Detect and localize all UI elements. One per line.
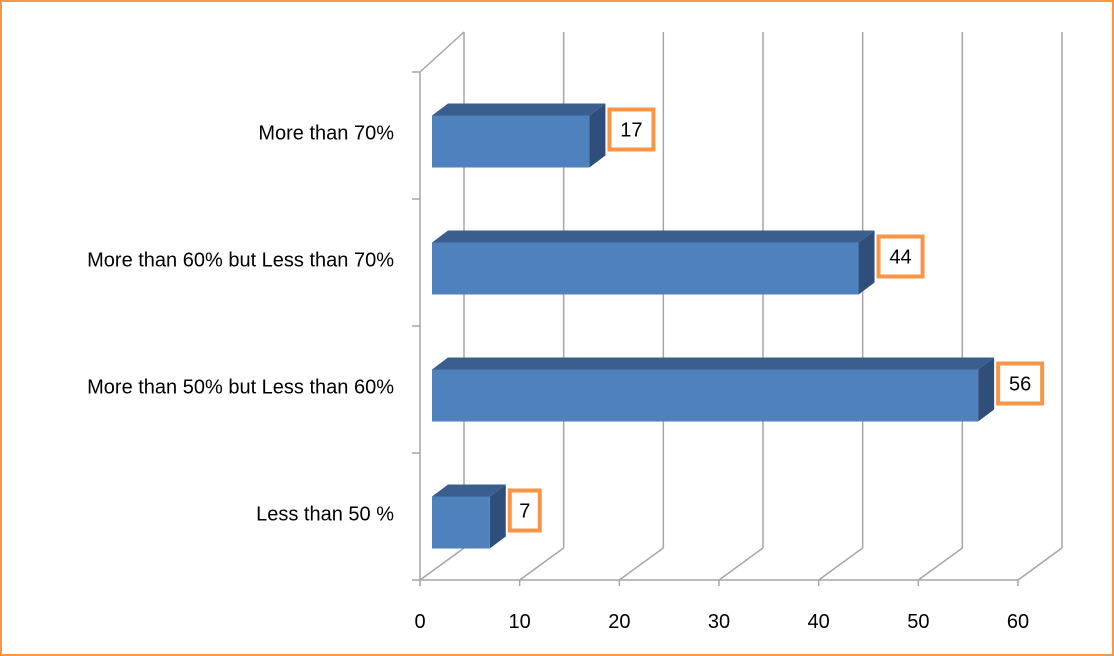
category-label: More than 70% [258,123,394,145]
floor-gridline [818,547,864,581]
data-label: 44 [889,247,911,269]
data-label: 17 [620,120,642,142]
bar-top-face [432,484,506,497]
bar [432,242,859,295]
x-tick-label: 0 [414,611,425,633]
bars [432,103,995,549]
data-label: 7 [519,501,530,523]
bar-top-face [432,357,995,370]
bar-side-face [489,484,506,549]
x-tick-label: 50 [907,611,929,633]
bar [432,496,490,549]
data-labels: 7 56 44 17 [507,107,1045,533]
x-tick-labels: 0 10 20 30 40 50 60 [414,611,1029,633]
bar-top-face [432,103,606,116]
bar [432,369,979,422]
floor-gridline [718,547,764,581]
floor-gridline [618,547,664,581]
x-tick-label: 30 [708,611,730,633]
data-label-box [607,107,656,152]
data-label-box [507,488,542,533]
category-label: More than 50% but Less than 60% [87,377,394,399]
bar-side-face [858,230,875,295]
floor-gridline [519,547,565,581]
category-label: More than 60% but Less than 70% [87,250,394,272]
bar-top-face [432,230,875,243]
x-tick-label: 40 [808,611,830,633]
data-label: 56 [1009,374,1031,396]
side-wall-top [419,31,465,73]
data-label-box [876,234,925,279]
bar [432,115,590,168]
category-labels: Less than 50 % More than 50% but Less tha… [87,123,394,526]
bar-side-face [978,357,995,422]
x-tick-label: 20 [608,611,630,633]
x-tick-label: 60 [1007,611,1029,633]
category-label: Less than 50 % [256,504,394,526]
floor-gridline [419,547,465,581]
x-tick-label: 10 [509,611,531,633]
data-label-box [996,361,1045,406]
bar-side-face [589,103,606,168]
floor-gridline [1017,547,1063,581]
floor-gridline [917,547,963,581]
